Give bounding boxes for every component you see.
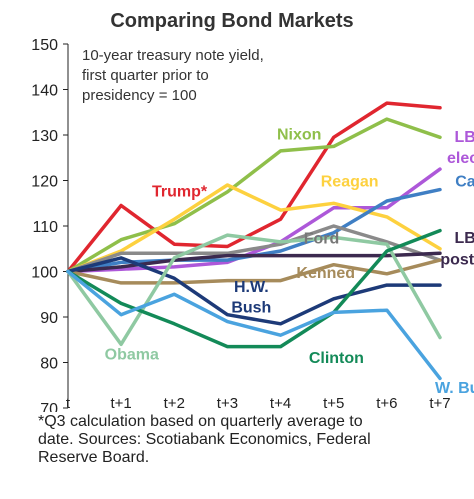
- y-tick-label: 80: [40, 356, 58, 373]
- series-line: [66, 183, 442, 274]
- series-label: Nixon: [277, 127, 321, 144]
- series-line: [66, 256, 442, 326]
- x-tick-label: t+7: [429, 395, 450, 412]
- chart-subtitle: 10-year treasury note yield, first quarte…: [82, 47, 264, 104]
- series-label: Carter: [455, 173, 474, 190]
- series-line: [66, 233, 442, 347]
- series-line: [66, 251, 442, 274]
- footnote-line: Reserve Board.: [38, 449, 150, 466]
- series-label: Bush: [231, 299, 271, 316]
- series-label: W. Bush: [435, 380, 474, 397]
- series-label: Obama: [105, 346, 159, 363]
- series-label: Ford: [304, 231, 340, 248]
- series-line: [66, 269, 442, 381]
- series-label: LBJ -: [455, 129, 474, 146]
- series-line: [66, 228, 442, 349]
- chart-title: Comparing Bond Markets: [110, 10, 353, 32]
- series-line: [66, 258, 442, 285]
- series-labels: Trump* Nixon LBJ - elected Reagan Carter Ford L…: [105, 127, 474, 397]
- series-label: H.W.: [234, 279, 269, 296]
- series-label: elected: [447, 150, 474, 167]
- series-label: post JFK: [440, 252, 474, 269]
- x-tick-label: t+3: [217, 395, 238, 412]
- y-tick-label: 110: [32, 219, 58, 236]
- x-tick-label: t+1: [111, 395, 132, 412]
- x-tick-label: t+5: [323, 395, 344, 412]
- series-line: [66, 101, 442, 274]
- series-label: Trump*: [152, 183, 208, 200]
- x-tick-label: t+2: [164, 395, 185, 412]
- series-label: Clinton: [309, 350, 364, 367]
- y-tick-label: 70: [40, 401, 58, 412]
- series-label: LBJ -: [455, 230, 474, 247]
- axes: 70 80 90 100 110 120 130 140 150 t t+1 t+2 t+3 t+4 t+5…: [31, 37, 450, 412]
- series-label: Reagan: [321, 173, 379, 190]
- footnote-line: *Q3 calculation based on quarterly avera…: [38, 413, 363, 430]
- series-label: Kenned: [296, 265, 355, 282]
- x-tick-label: t+6: [376, 395, 397, 412]
- x-tick-label: t+4: [270, 395, 291, 412]
- footnote: *Q3 calculation based on quarterly avera…: [38, 413, 468, 467]
- y-tick-label: 120: [31, 174, 58, 191]
- subtitle-line: first quarter prior to: [82, 67, 209, 84]
- subtitle-line: presidency = 100: [82, 87, 197, 104]
- footnote-line: date. Sources: Scotiabank Economics, Fed…: [38, 431, 371, 448]
- series-line: [66, 224, 442, 274]
- series-lines: [66, 101, 442, 381]
- y-tick-label: 140: [31, 83, 58, 100]
- series-line: [66, 117, 442, 274]
- y-tick-label: 150: [31, 37, 58, 54]
- subtitle-line: 10-year treasury note yield,: [82, 47, 264, 64]
- y-tick-label: 130: [31, 128, 58, 145]
- y-tick-label: 90: [40, 310, 58, 327]
- y-tick-label: 100: [31, 265, 58, 282]
- x-tick-label: t: [66, 395, 71, 412]
- chart-svg: Comparing Bond Markets 10-year treasury …: [31, 10, 474, 412]
